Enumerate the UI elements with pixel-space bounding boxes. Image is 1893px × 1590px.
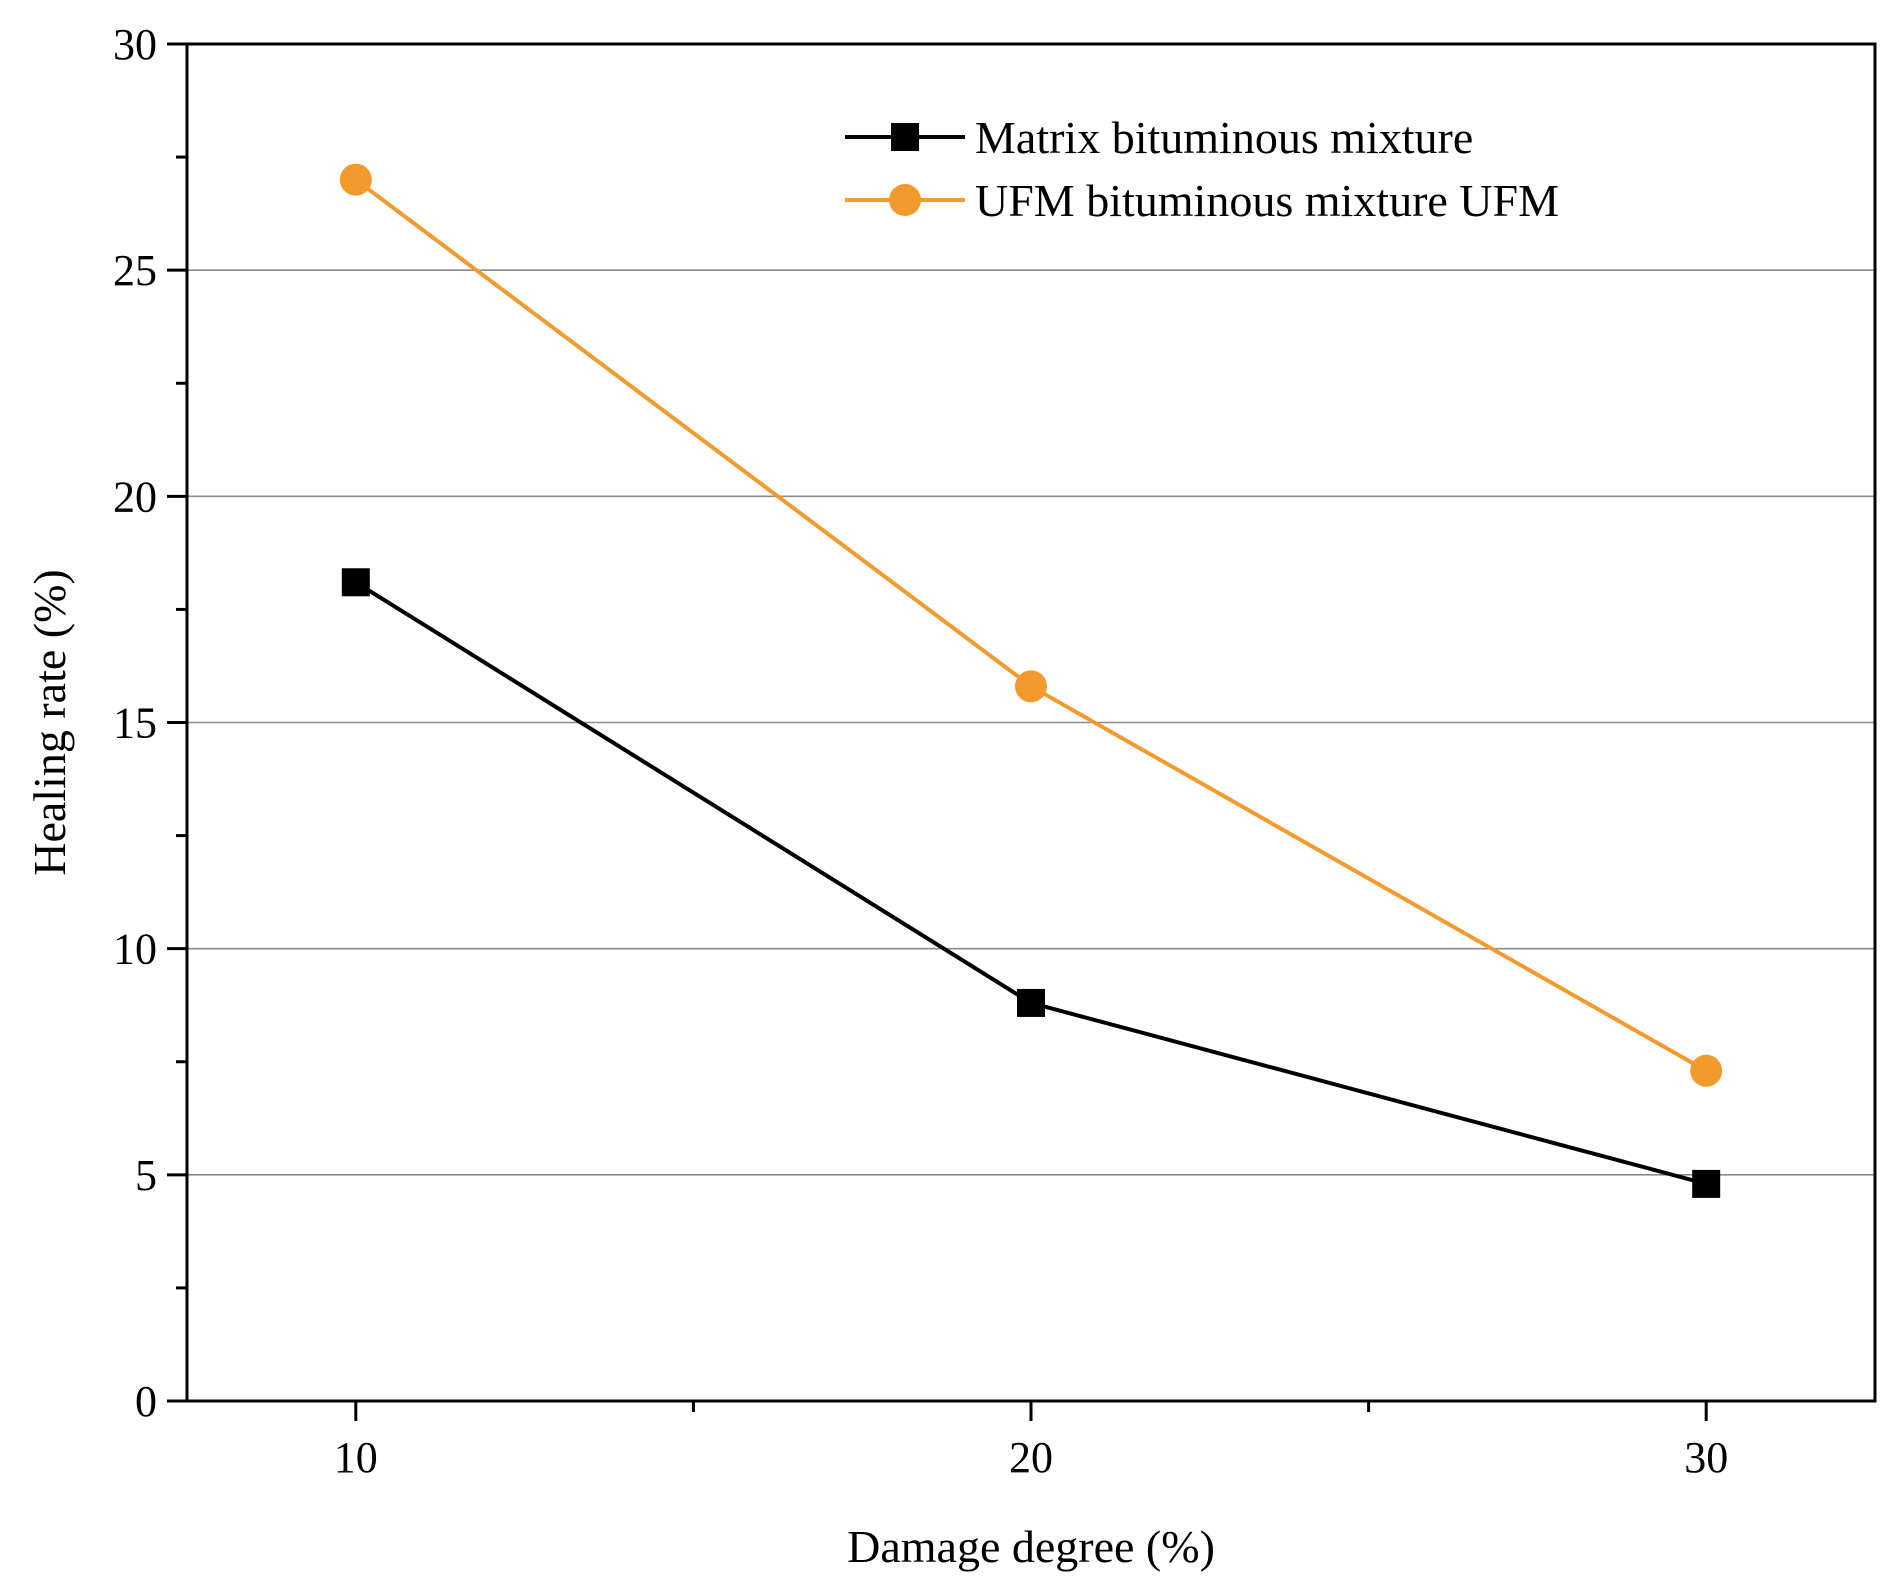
- y-axis-title: Healing rate (%): [24, 569, 75, 876]
- data-point-square: [341, 568, 370, 597]
- y-tick-label: 10: [113, 925, 157, 974]
- x-axis-title: Damage degree (%): [847, 1521, 1215, 1572]
- y-tick-label: 15: [113, 699, 157, 748]
- data-point-circle: [1690, 1054, 1723, 1087]
- data-point-square: [1017, 988, 1045, 1017]
- data-point-square: [1692, 1169, 1721, 1198]
- legend-marker-square: [891, 123, 919, 151]
- data-point-circle: [339, 163, 372, 196]
- series-line-2: [354, 178, 1708, 1073]
- axes: 0 5 10 15 20 25 30 10 20 30 Damage degree (%) Heali…: [24, 20, 1877, 1572]
- legend: Matrix bituminous mixture UFM bituminous …: [845, 112, 1559, 226]
- data-point-circle: [1015, 670, 1047, 703]
- legend-marker-circle: [889, 184, 921, 216]
- x-tick-label: 10: [334, 1433, 378, 1482]
- y-tick-label: 5: [135, 1151, 157, 1200]
- y-tick-label: 20: [113, 472, 157, 521]
- legend-label-1: Matrix bituminous mixture: [975, 112, 1473, 163]
- gridlines: [187, 269, 1875, 1176]
- y-tick-label: 0: [135, 1377, 157, 1426]
- x-tick-label: 20: [1009, 1433, 1053, 1482]
- y-tick-label: 25: [113, 246, 157, 295]
- series-layer: [339, 163, 1723, 1198]
- legend-label-2: UFM bituminous mixture UFM: [975, 175, 1559, 226]
- x-tick-label: 30: [1684, 1433, 1728, 1482]
- y-tick-label: 30: [113, 20, 157, 69]
